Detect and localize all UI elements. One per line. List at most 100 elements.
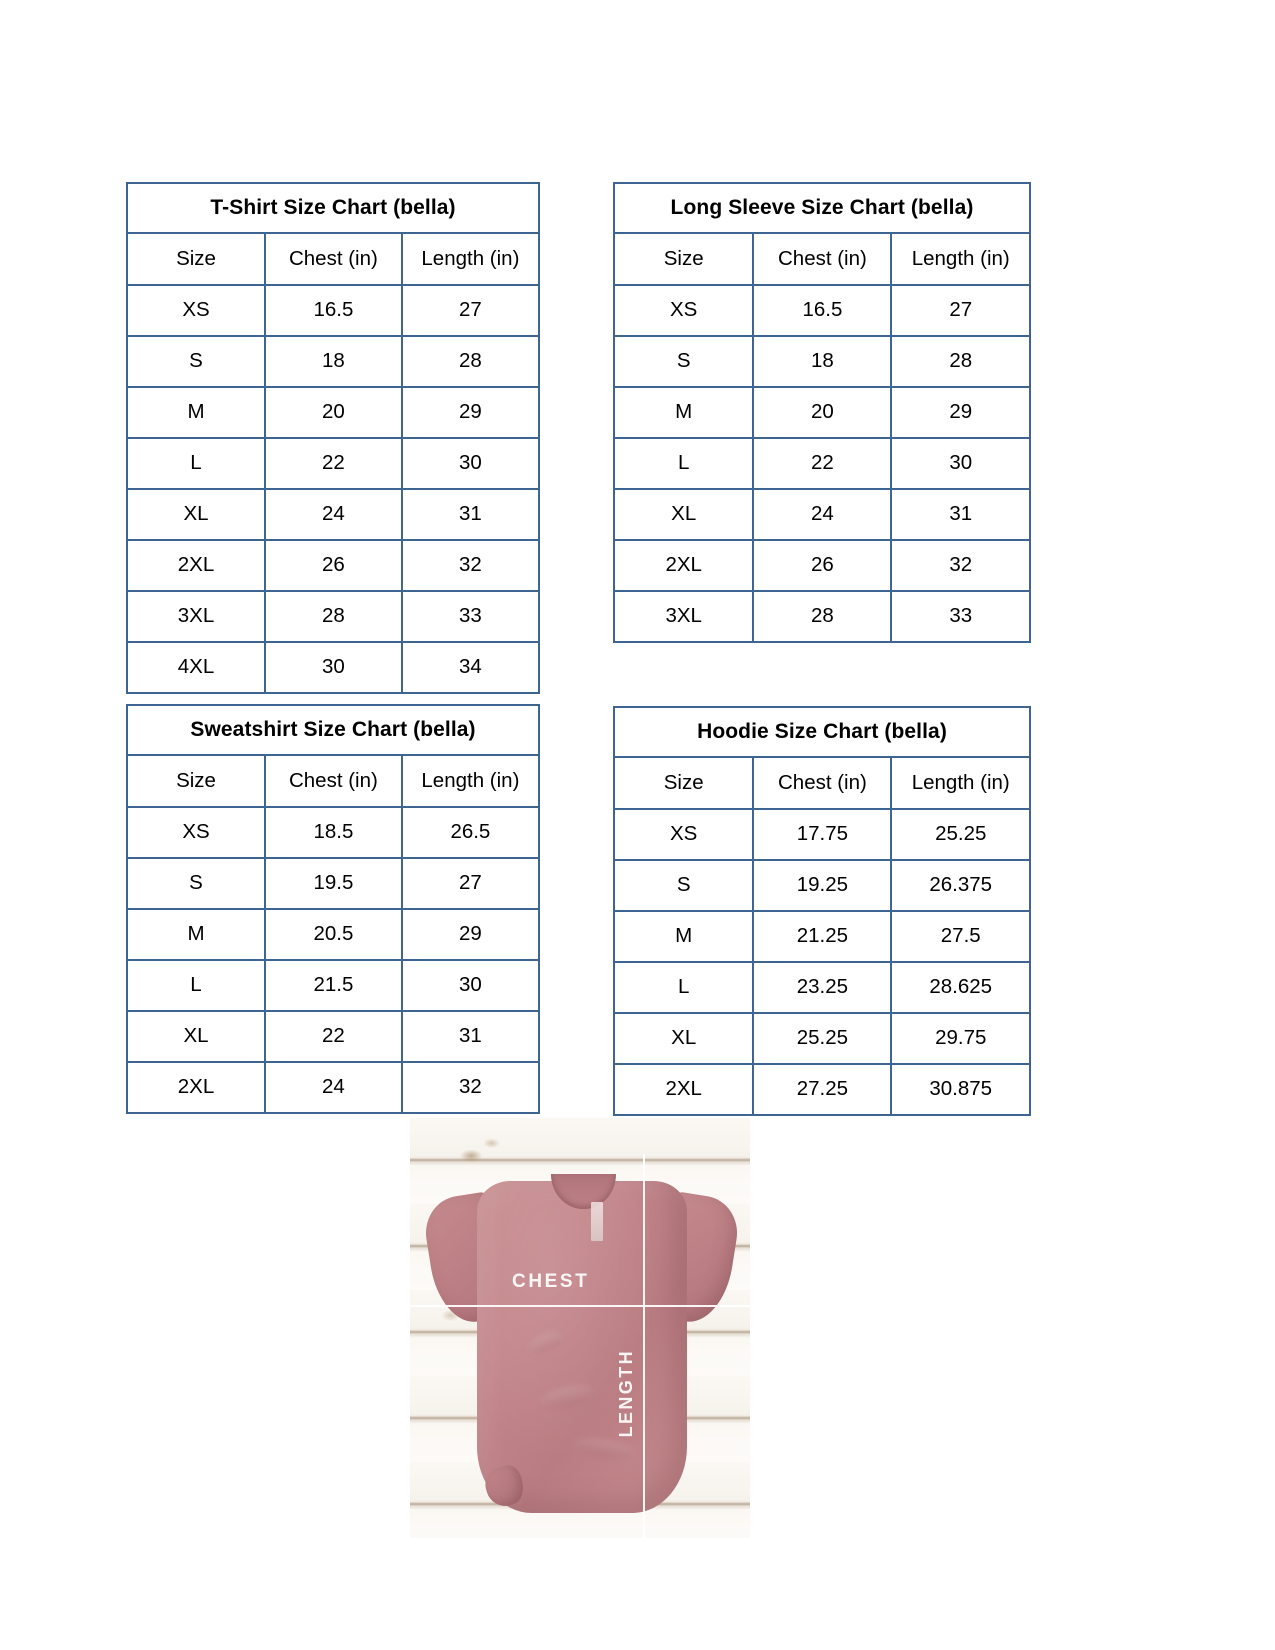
table-row: XS 16.5 27 bbox=[125, 284, 541, 337]
cell-size: XS bbox=[612, 808, 755, 861]
cell-chest: 26 bbox=[264, 539, 403, 592]
cell-size: 2XL bbox=[612, 539, 755, 592]
cell-size: S bbox=[612, 859, 755, 912]
cell-size: XS bbox=[125, 806, 267, 859]
table-row: L 22 30 bbox=[125, 437, 541, 490]
cell-chest: 20.5 bbox=[264, 908, 403, 961]
table-row: L 23.25 28.625 bbox=[612, 961, 1031, 1014]
cell-chest: 30 bbox=[264, 641, 403, 694]
cell-size: M bbox=[612, 386, 755, 439]
table-row: XS 16.5 27 bbox=[612, 284, 1031, 337]
table-row: M 20 29 bbox=[612, 386, 1031, 439]
chest-measurement-line bbox=[410, 1304, 750, 1307]
cell-size: 2XL bbox=[612, 1063, 755, 1116]
table-row: XL 24 31 bbox=[612, 488, 1031, 541]
cell-length: 28 bbox=[400, 335, 541, 388]
cell-chest: 22 bbox=[264, 437, 403, 490]
cell-chest: 16.5 bbox=[752, 284, 893, 337]
hoodie-size-chart-table: Hoodie Size Chart (bella) Size Chest (in… bbox=[612, 706, 1031, 1116]
table-row: S 19.5 27 bbox=[125, 857, 541, 910]
cell-length: 29 bbox=[400, 386, 541, 439]
cell-size: L bbox=[612, 961, 755, 1014]
table-row: L 22 30 bbox=[612, 437, 1031, 490]
column-header-chest: Chest (in) bbox=[752, 232, 893, 286]
table-row: 2XL 26 32 bbox=[125, 539, 541, 592]
cell-length: 30 bbox=[400, 959, 541, 1012]
cell-size: S bbox=[125, 857, 267, 910]
table-title: T-Shirt Size Chart (bella) bbox=[126, 182, 540, 234]
cell-size: XS bbox=[612, 284, 755, 337]
table-row: XL 22 31 bbox=[125, 1010, 541, 1063]
cell-length: 29 bbox=[400, 908, 541, 961]
tshirt-body bbox=[476, 1181, 687, 1513]
cell-length: 32 bbox=[400, 1061, 541, 1114]
tshirt-illustration bbox=[420, 1160, 743, 1513]
table-title-row: Hoodie Size Chart (bella) bbox=[613, 706, 1031, 758]
table-title: Sweatshirt Size Chart (bella) bbox=[126, 704, 540, 756]
cell-chest: 21.5 bbox=[264, 959, 403, 1012]
column-header-size: Size bbox=[125, 232, 267, 286]
cell-chest: 27.25 bbox=[752, 1063, 893, 1116]
cell-size: L bbox=[612, 437, 755, 490]
cell-size: XL bbox=[612, 1012, 755, 1065]
cell-size: XL bbox=[612, 488, 755, 541]
column-header-chest: Chest (in) bbox=[264, 232, 403, 286]
table-row: 3XL 28 33 bbox=[612, 590, 1031, 643]
tshirt-size-chart-table: T-Shirt Size Chart (bella) Size Chest (i… bbox=[125, 182, 541, 694]
longsleeve-size-chart-table: Long Sleeve Size Chart (bella) Size Ches… bbox=[612, 182, 1031, 643]
table-row: 3XL 28 33 bbox=[125, 590, 541, 643]
cell-length: 33 bbox=[400, 590, 541, 643]
table-title-row: T-Shirt Size Chart (bella) bbox=[126, 182, 540, 234]
cell-chest: 19.5 bbox=[264, 857, 403, 910]
cell-length: 28 bbox=[890, 335, 1031, 388]
cell-chest: 24 bbox=[752, 488, 893, 541]
cell-chest: 20 bbox=[752, 386, 893, 439]
table-row: M 20.5 29 bbox=[125, 908, 541, 961]
cell-chest: 23.25 bbox=[752, 961, 893, 1014]
cell-chest: 20 bbox=[264, 386, 403, 439]
cell-chest: 18 bbox=[752, 335, 893, 388]
cell-size: M bbox=[125, 908, 267, 961]
cell-chest: 24 bbox=[264, 488, 403, 541]
cell-chest: 19.25 bbox=[752, 859, 893, 912]
cell-size: XL bbox=[125, 488, 267, 541]
table-row: M 20 29 bbox=[125, 386, 541, 439]
column-header-length: Length (in) bbox=[400, 754, 541, 808]
cell-chest: 26 bbox=[752, 539, 893, 592]
cell-size: M bbox=[612, 910, 755, 963]
cell-chest: 28 bbox=[264, 590, 403, 643]
table-title: Hoodie Size Chart (bella) bbox=[613, 706, 1031, 758]
column-header-chest: Chest (in) bbox=[264, 754, 403, 808]
cell-chest: 28 bbox=[752, 590, 893, 643]
column-header-size: Size bbox=[612, 232, 755, 286]
column-header-chest: Chest (in) bbox=[752, 756, 893, 810]
column-header-length: Length (in) bbox=[890, 232, 1031, 286]
length-measurement-label: LENGTH bbox=[616, 1349, 637, 1438]
column-header-size: Size bbox=[125, 754, 267, 808]
cell-length: 30.875 bbox=[890, 1063, 1031, 1116]
cell-size: 2XL bbox=[125, 1061, 267, 1114]
table-row: M 21.25 27.5 bbox=[612, 910, 1031, 963]
cell-size: L bbox=[125, 959, 267, 1012]
length-measurement-line bbox=[642, 1153, 645, 1538]
cell-chest: 17.75 bbox=[752, 808, 893, 861]
cell-length: 34 bbox=[400, 641, 541, 694]
cell-length: 31 bbox=[400, 1010, 541, 1063]
table-row: XL 25.25 29.75 bbox=[612, 1012, 1031, 1065]
cell-size: S bbox=[612, 335, 755, 388]
cell-chest: 18 bbox=[264, 335, 403, 388]
cell-chest: 24 bbox=[264, 1061, 403, 1114]
cell-chest: 25.25 bbox=[752, 1012, 893, 1065]
cell-length: 32 bbox=[890, 539, 1031, 592]
table-header-row: Size Chest (in) Length (in) bbox=[125, 232, 541, 286]
cell-size: 3XL bbox=[612, 590, 755, 643]
table-title-row: Long Sleeve Size Chart (bella) bbox=[613, 182, 1031, 234]
table-row: XS 17.75 25.25 bbox=[612, 808, 1031, 861]
cell-length: 29 bbox=[890, 386, 1031, 439]
table-row: S 19.25 26.375 bbox=[612, 859, 1031, 912]
column-header-length: Length (in) bbox=[890, 756, 1031, 810]
sweatshirt-size-chart-table: Sweatshirt Size Chart (bella) Size Chest… bbox=[125, 704, 541, 1114]
cell-size: M bbox=[125, 386, 267, 439]
table-row: S 18 28 bbox=[612, 335, 1031, 388]
fabric-fold bbox=[525, 1327, 567, 1357]
